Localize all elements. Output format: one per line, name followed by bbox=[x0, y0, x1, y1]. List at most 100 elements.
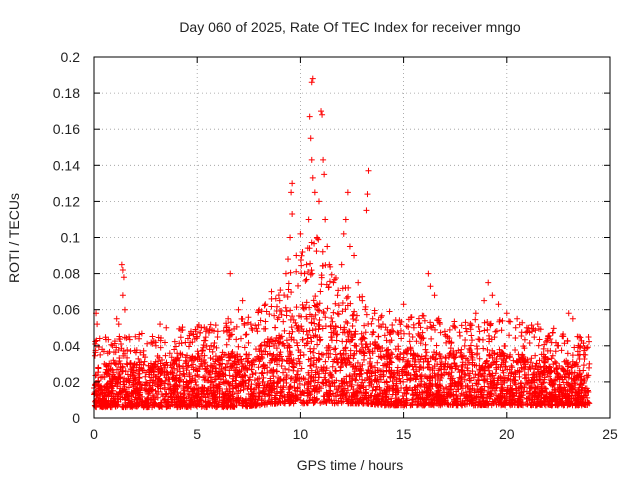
data-point bbox=[523, 371, 530, 378]
data-point bbox=[479, 395, 486, 402]
data-point bbox=[508, 399, 515, 406]
data-point bbox=[211, 339, 218, 346]
data-point bbox=[213, 385, 220, 392]
data-point bbox=[239, 297, 246, 304]
data-point bbox=[315, 379, 322, 386]
data-point bbox=[264, 335, 271, 342]
data-point bbox=[547, 367, 554, 374]
data-point bbox=[165, 380, 172, 387]
data-point bbox=[510, 357, 517, 364]
data-point bbox=[536, 376, 543, 383]
data-point bbox=[257, 317, 264, 324]
data-point bbox=[182, 339, 189, 346]
data-point bbox=[446, 326, 453, 333]
data-point bbox=[333, 355, 340, 362]
data-point bbox=[560, 333, 567, 340]
data-point bbox=[232, 377, 239, 384]
data-point bbox=[317, 288, 324, 295]
data-point bbox=[289, 313, 296, 320]
data-point bbox=[441, 328, 448, 335]
data-point bbox=[519, 402, 526, 409]
data-point bbox=[209, 363, 216, 370]
data-point bbox=[261, 302, 268, 309]
data-point bbox=[425, 270, 432, 277]
data-point bbox=[283, 312, 290, 319]
data-point bbox=[437, 329, 444, 336]
data-point bbox=[168, 369, 175, 376]
data-point bbox=[296, 360, 303, 367]
data-point bbox=[192, 401, 199, 408]
data-point bbox=[492, 385, 499, 392]
data-point bbox=[96, 335, 103, 342]
data-point bbox=[550, 381, 557, 388]
data-point bbox=[235, 343, 242, 350]
data-point bbox=[342, 350, 349, 357]
data-point bbox=[447, 383, 454, 390]
data-point bbox=[487, 390, 494, 397]
data-point bbox=[254, 401, 261, 408]
data-point bbox=[271, 379, 278, 386]
data-point bbox=[306, 304, 313, 311]
data-point bbox=[404, 376, 411, 383]
data-point bbox=[363, 395, 370, 402]
data-point bbox=[425, 358, 432, 365]
data-point bbox=[563, 371, 570, 378]
data-point bbox=[186, 402, 193, 409]
data-point bbox=[219, 370, 226, 377]
data-point bbox=[356, 363, 363, 370]
data-point bbox=[281, 394, 288, 401]
data-point bbox=[208, 342, 215, 349]
y-tick-label: 0.18 bbox=[53, 85, 80, 101]
data-point bbox=[121, 394, 128, 401]
data-point bbox=[260, 379, 267, 386]
data-point bbox=[462, 371, 469, 378]
data-point bbox=[451, 398, 458, 405]
data-point bbox=[133, 347, 140, 354]
data-point bbox=[540, 345, 547, 352]
data-point bbox=[102, 387, 109, 394]
data-point bbox=[377, 367, 384, 374]
data-point bbox=[231, 325, 238, 332]
data-point bbox=[426, 399, 433, 406]
data-point bbox=[498, 361, 505, 368]
data-point bbox=[97, 351, 104, 358]
data-point bbox=[212, 376, 219, 383]
data-point bbox=[521, 375, 528, 382]
data-point bbox=[415, 332, 422, 339]
data-point bbox=[154, 363, 161, 370]
data-point bbox=[202, 376, 209, 383]
data-point bbox=[345, 293, 352, 300]
data-point bbox=[132, 333, 139, 340]
data-point bbox=[476, 355, 483, 362]
data-point bbox=[380, 393, 387, 400]
data-point bbox=[307, 334, 314, 341]
data-point bbox=[276, 357, 283, 364]
data-point bbox=[115, 321, 122, 328]
data-point bbox=[353, 365, 360, 372]
data-point bbox=[499, 350, 506, 357]
data-point bbox=[258, 341, 265, 348]
data-point bbox=[216, 361, 223, 368]
data-point bbox=[549, 380, 556, 387]
data-point bbox=[117, 336, 124, 343]
data-point bbox=[188, 357, 195, 364]
data-point bbox=[548, 339, 555, 346]
data-point bbox=[429, 365, 436, 372]
data-point bbox=[179, 326, 186, 333]
data-point bbox=[292, 319, 299, 326]
data-point bbox=[421, 317, 428, 324]
data-point bbox=[319, 262, 326, 269]
data-point bbox=[390, 328, 397, 335]
data-point bbox=[184, 363, 191, 370]
data-point bbox=[506, 332, 513, 339]
data-point bbox=[403, 323, 410, 330]
data-point bbox=[267, 359, 274, 366]
data-point bbox=[305, 369, 312, 376]
data-point bbox=[578, 381, 585, 388]
data-point bbox=[343, 295, 350, 302]
data-point bbox=[299, 248, 306, 255]
data-point bbox=[359, 394, 366, 401]
data-point bbox=[493, 327, 500, 334]
data-point bbox=[286, 330, 293, 337]
data-point bbox=[176, 325, 183, 332]
